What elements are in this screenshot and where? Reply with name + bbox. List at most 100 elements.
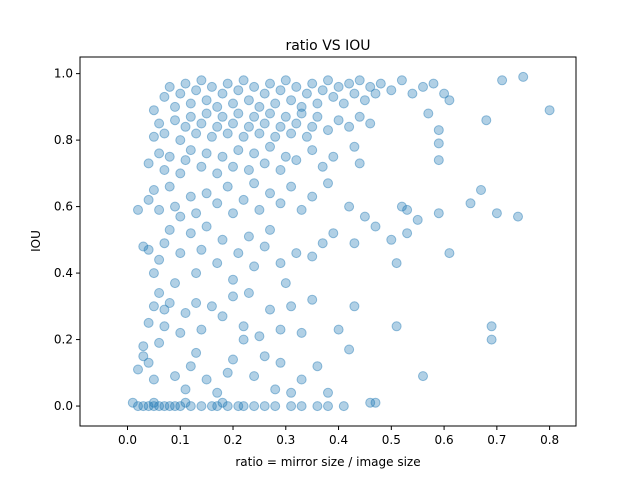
scatter-point (201, 108, 212, 119)
scatter-point (185, 401, 196, 412)
scatter-point (333, 81, 344, 92)
scatter-point (312, 111, 323, 122)
x-tick-label: 0.2 (223, 433, 242, 447)
scatter-point (143, 194, 154, 205)
scatter-point (233, 401, 244, 412)
scatter-point (185, 111, 196, 122)
scatter-point (349, 301, 360, 312)
scatter-point (148, 268, 159, 279)
scatter-point (354, 111, 365, 122)
scatter-point (344, 78, 355, 89)
scatter-point (159, 165, 170, 175)
scatter-point (233, 248, 244, 259)
scatter-point (349, 238, 360, 249)
scatter-point (291, 81, 302, 92)
scatter-point (433, 125, 444, 136)
scatter-point (185, 145, 196, 156)
scatter-point (154, 401, 165, 412)
scatter-point (170, 201, 180, 212)
scatter-point (196, 244, 207, 255)
scatter-point (375, 78, 386, 89)
y-tick-label: 1.0 (54, 67, 73, 81)
scatter-point (170, 278, 180, 289)
chart-title: ratio VS IOU (285, 38, 370, 54)
scatter-point (296, 204, 307, 215)
scatter-point (233, 145, 244, 156)
scatter-point (201, 188, 212, 199)
scatter-point (164, 181, 175, 192)
scatter-point (222, 401, 233, 412)
scatter-point (228, 98, 238, 109)
scatter-point (180, 397, 191, 408)
scatter-point (365, 81, 376, 92)
scatter-point (265, 304, 275, 315)
scatter-point (296, 327, 307, 338)
x-tick-label: 0.8 (540, 433, 559, 447)
scatter-point (206, 401, 217, 412)
scatter-point (138, 341, 149, 352)
scatter-point (344, 201, 355, 212)
scatter-point (312, 98, 323, 109)
scatter-point (143, 244, 154, 255)
scatter-point (217, 234, 228, 245)
x-tick-label: 0.1 (171, 433, 190, 447)
scatter-point (344, 121, 355, 132)
scatter-point (228, 274, 238, 285)
scatter-point (180, 384, 191, 395)
scatter-point (133, 401, 143, 412)
scatter-point (154, 254, 165, 265)
scatter-point (328, 151, 339, 162)
scatter-point (175, 401, 186, 412)
scatter-point (143, 317, 154, 328)
scatter-point (196, 118, 207, 129)
scatter-point (396, 201, 407, 212)
scatter-point (497, 75, 508, 86)
scatter-point (323, 178, 333, 189)
scatter-point (259, 241, 270, 252)
scatter-point (180, 308, 191, 318)
scatter-point (148, 397, 159, 408)
x-tick-label: 0.4 (329, 433, 348, 447)
scatter-point (127, 397, 138, 408)
scatter-point (222, 78, 233, 89)
scatter-point (370, 88, 381, 99)
scatter-point (185, 228, 196, 239)
scatter-point (249, 81, 260, 92)
y-tick-label: 0.2 (54, 333, 73, 347)
scatter-point (175, 211, 186, 222)
scatter-point (265, 78, 275, 89)
scatter-point (280, 278, 291, 289)
x-tick-label: 0.3 (276, 433, 295, 447)
scatter-point (159, 238, 170, 249)
scatter-point (423, 108, 434, 119)
scatter-point (365, 397, 376, 408)
scatter-point (307, 121, 318, 132)
scatter-point (286, 95, 297, 106)
scatter-point (212, 401, 223, 412)
scatter-point (148, 401, 159, 412)
scatter-point (418, 81, 428, 92)
scatter-point (491, 208, 502, 219)
scatter-point (228, 208, 238, 219)
scatter-point (159, 91, 170, 102)
scatter-point (291, 118, 302, 129)
scatter-point (323, 125, 333, 136)
scatter-point (212, 101, 223, 112)
scatter-point (148, 185, 159, 195)
scatter-point (270, 401, 281, 412)
y-tick-label: 0.4 (54, 266, 73, 280)
y-axis: 0.0 0.2 0.4 0.6 0.8 1.0 (54, 67, 80, 413)
scatter-point (175, 135, 186, 146)
scatter-point (407, 88, 418, 99)
scatter-point (154, 288, 165, 298)
scatter-point (148, 105, 159, 116)
scatter-point (270, 384, 281, 395)
y-tick-label: 0.0 (54, 399, 73, 413)
scatter-point (349, 141, 360, 152)
scatter-point (212, 258, 223, 269)
scatter-point (486, 321, 497, 332)
scatter-point (154, 337, 165, 348)
scatter-point (212, 168, 223, 179)
